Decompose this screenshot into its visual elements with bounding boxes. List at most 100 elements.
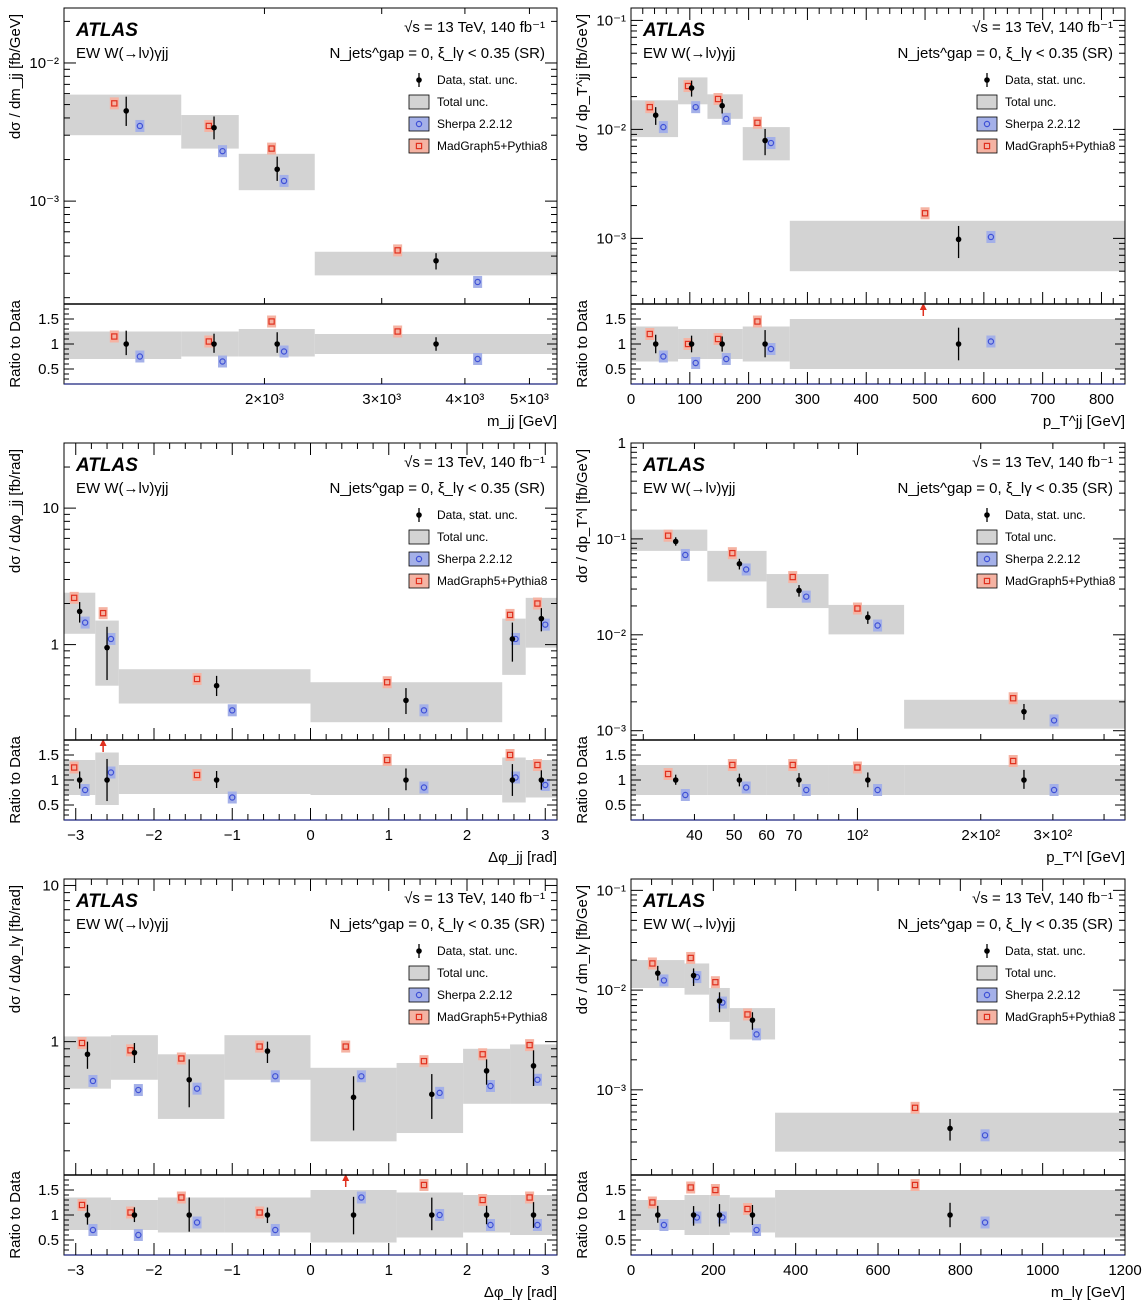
legend-madgraph-icon bbox=[976, 138, 998, 154]
madgraph-point-4 bbox=[910, 1101, 920, 1114]
madgraph-point-3 bbox=[255, 1040, 265, 1053]
sherpa-point-1 bbox=[133, 1084, 143, 1097]
x-tick-label-6: 3×10² bbox=[1033, 827, 1072, 844]
legend-band-label: Total unc. bbox=[1005, 530, 1056, 544]
x-axis-title: m_lγ [GeV] bbox=[1051, 1284, 1125, 1301]
x-tick-label-2: −1 bbox=[224, 1262, 241, 1279]
data-point-1 bbox=[104, 626, 110, 681]
sherpa-point-2 bbox=[192, 1082, 202, 1095]
ratio-data-4 bbox=[947, 1202, 953, 1228]
data-point-3 bbox=[433, 253, 439, 270]
legend: Data, stat. unc. Total unc. Sherpa 2.2.12 M… bbox=[408, 73, 548, 154]
ratio-axis-title: Ratio to Data bbox=[574, 1171, 591, 1259]
ratio-data-2 bbox=[796, 773, 802, 787]
ratio-madgraph-4 bbox=[1008, 755, 1018, 767]
madgraph-point-0 bbox=[647, 957, 657, 970]
sherpa-point-1 bbox=[106, 632, 116, 645]
legend-sherpa-icon bbox=[976, 987, 998, 1003]
ratio-data-1 bbox=[104, 758, 110, 802]
sherpa-point-3 bbox=[752, 1028, 762, 1041]
madgraph-point-1 bbox=[686, 951, 696, 964]
ratio-sherpa-3 bbox=[752, 1224, 762, 1236]
ratio-unc-band-4 bbox=[904, 765, 1125, 795]
y-axis-ticks bbox=[631, 442, 1125, 816]
y-tick-label-2: 10⁻³ bbox=[596, 1082, 626, 1099]
sherpa-point-7 bbox=[532, 1073, 542, 1086]
ratio-sherpa-0 bbox=[680, 789, 690, 801]
legend: Data, stat. unc. Total unc. Sherpa 2.2.12 M… bbox=[976, 944, 1116, 1025]
data-point-2 bbox=[213, 675, 220, 697]
ratio-sherpa-7 bbox=[532, 1219, 542, 1231]
y-axis-title: dσ / dΔφ_lγ [fb/rad] bbox=[7, 885, 24, 1013]
ratio-madgraph-5 bbox=[419, 1179, 429, 1191]
x-axis-ticks bbox=[75, 879, 546, 1255]
energy-label: √s = 13 TeV, 140 fb⁻¹ bbox=[972, 19, 1113, 36]
legend-sherpa-label: Sherpa 2.2.12 bbox=[1005, 552, 1081, 566]
region-label: N_jets^gap = 0, ξ_lγ < 0.35 (SR) bbox=[329, 45, 545, 62]
x-axis-ticks bbox=[642, 443, 1105, 820]
ratio-data-0 bbox=[123, 330, 130, 356]
ratio-madgraph-3 bbox=[852, 761, 862, 774]
data-point-4 bbox=[955, 225, 962, 259]
ratio-sherpa-4 bbox=[986, 335, 996, 348]
madgraph-point-3 bbox=[382, 676, 392, 689]
total-unc-band-0 bbox=[631, 100, 679, 138]
ratio-sherpa-2 bbox=[801, 784, 811, 796]
sherpa-point-4 bbox=[356, 1070, 366, 1083]
total-unc-band-2 bbox=[157, 1054, 225, 1119]
data-point-0 bbox=[672, 537, 679, 546]
legend-band-label: Total unc. bbox=[437, 530, 488, 544]
ratio-madgraph-1 bbox=[686, 1181, 696, 1194]
madgraph-point-3 bbox=[752, 116, 762, 129]
ratio-data-0 bbox=[672, 774, 679, 785]
x-axis-title: Δφ_lγ [rad] bbox=[484, 1284, 557, 1301]
atlas-label: ATLAS bbox=[642, 891, 705, 912]
madgraph-point-5 bbox=[532, 597, 542, 610]
madgraph-point-1 bbox=[98, 607, 108, 620]
ratio-plot-area bbox=[64, 315, 557, 368]
y-tick-label-0: 10⁻¹ bbox=[596, 882, 626, 899]
total-unc-band-4 bbox=[904, 699, 1125, 729]
data-point-4 bbox=[350, 1076, 357, 1131]
offscale-arrow-icon bbox=[99, 739, 107, 746]
legend-sherpa-icon bbox=[976, 116, 998, 132]
y-axis-ticks bbox=[64, 20, 557, 380]
data-point-4 bbox=[947, 1119, 953, 1141]
ratio-sherpa-3 bbox=[473, 353, 483, 365]
madgraph-point-2 bbox=[176, 1052, 186, 1065]
ratio-sherpa-4 bbox=[1049, 784, 1059, 796]
ratio-sherpa-0 bbox=[659, 1219, 669, 1231]
ratio-tick-label-0: 0.5 bbox=[38, 797, 59, 814]
madgraph-point-7 bbox=[525, 1039, 535, 1052]
data-point-1 bbox=[690, 968, 697, 986]
ratio-unc-band-0 bbox=[64, 331, 182, 359]
ratio-data-1 bbox=[211, 333, 217, 353]
ratio-data-2 bbox=[213, 771, 220, 788]
ratio-sherpa-6 bbox=[485, 1219, 495, 1231]
legend-madgraph-label: MadGraph5+Pythia8 bbox=[1005, 1010, 1116, 1024]
ratio-tick-label-0: 0.5 bbox=[605, 361, 626, 378]
total-unc-band-5 bbox=[396, 1062, 464, 1134]
sherpa-point-0 bbox=[88, 1074, 98, 1087]
ratio-data-6 bbox=[483, 1205, 490, 1225]
y-tick-label-2: 10⁻³ bbox=[596, 230, 626, 247]
energy-label: √s = 13 TeV, 140 fb⁻¹ bbox=[972, 454, 1113, 471]
y-axis-ticks bbox=[64, 442, 557, 816]
x-tick-label-0: −3 bbox=[67, 827, 84, 844]
x-tick-label-2: 400 bbox=[783, 1262, 808, 1279]
legend-data-label: Data, stat. unc. bbox=[1005, 508, 1086, 522]
ratio-madgraph-6 bbox=[478, 1194, 488, 1206]
ratio-data-2 bbox=[716, 1204, 723, 1227]
energy-label: √s = 13 TeV, 140 fb⁻¹ bbox=[404, 454, 545, 471]
data-point-0 bbox=[652, 107, 659, 125]
ratio-madgraph-1 bbox=[727, 759, 737, 771]
data-point-1 bbox=[131, 1043, 138, 1063]
x-tick-label-1: 200 bbox=[701, 1262, 726, 1279]
x-tick-label-3: 0 bbox=[306, 827, 314, 844]
ratio-sherpa-3 bbox=[766, 343, 776, 355]
x-axis-ticks bbox=[75, 443, 546, 820]
atlas-label: ATLAS bbox=[642, 20, 705, 41]
ratio-data-3 bbox=[762, 330, 768, 358]
ratio-sherpa-0 bbox=[88, 1224, 98, 1236]
x-tick-label-0: 0 bbox=[627, 1262, 635, 1279]
